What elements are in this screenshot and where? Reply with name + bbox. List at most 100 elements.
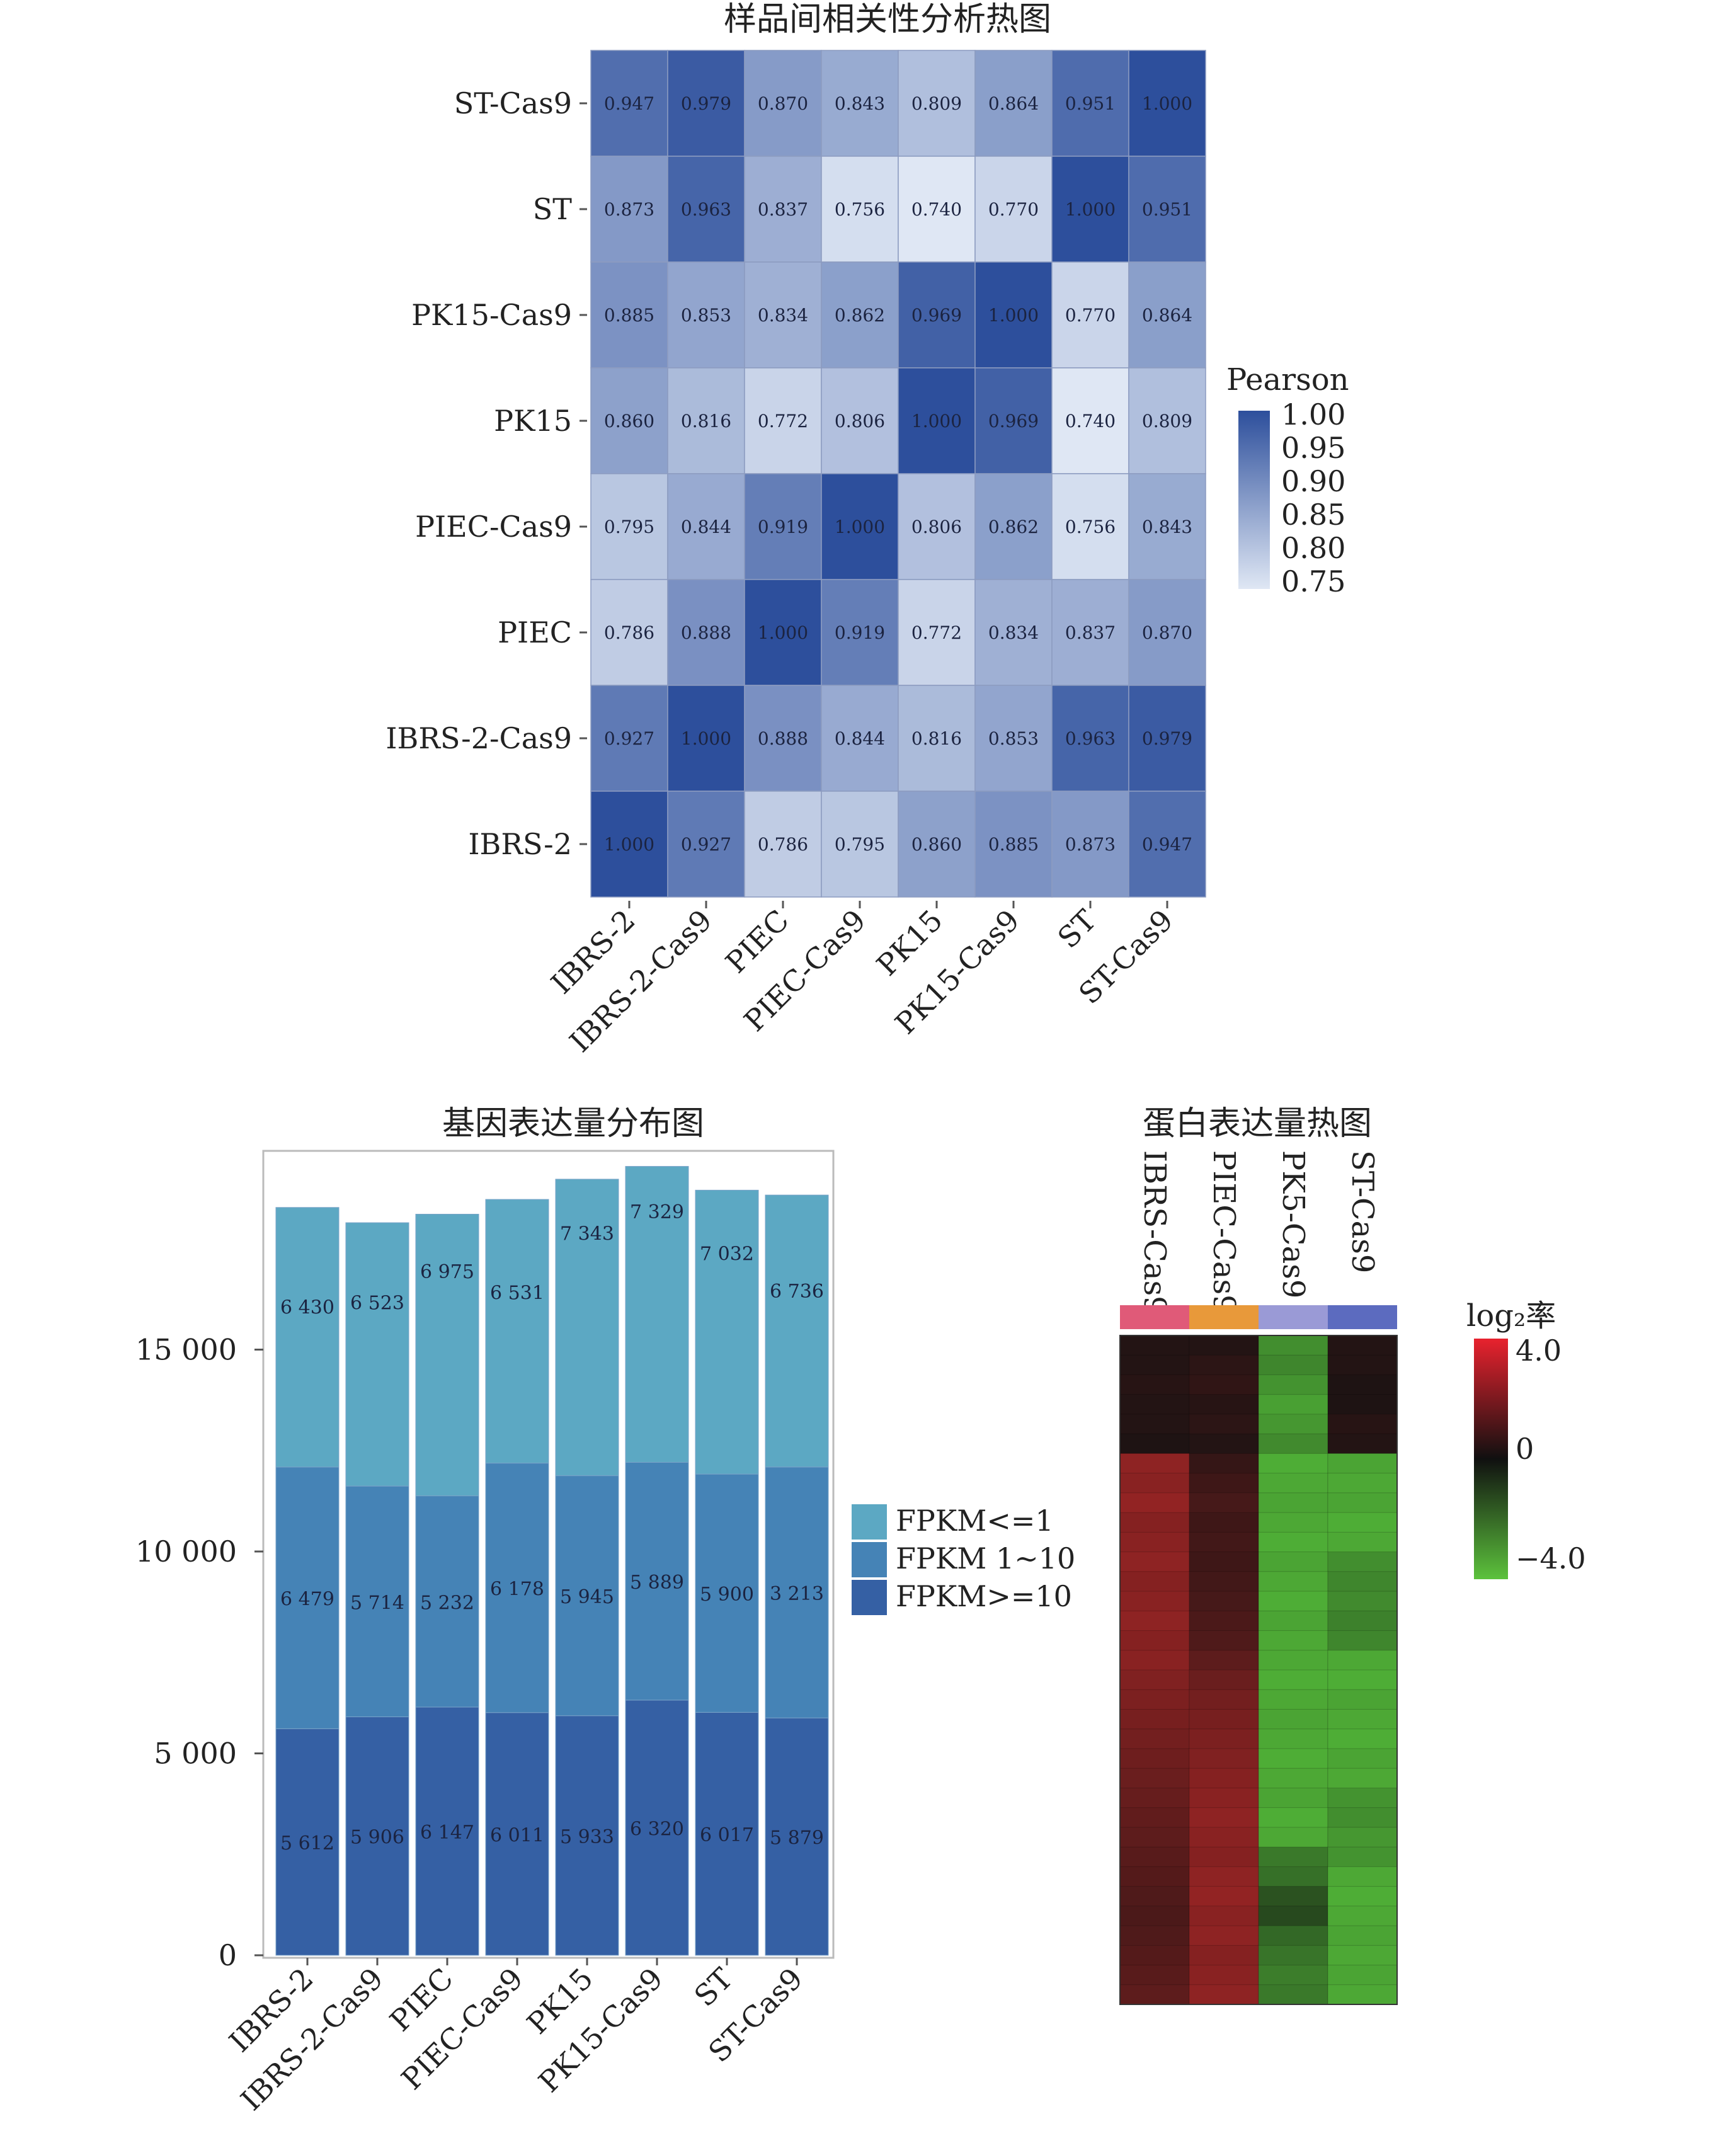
correlation-cell [1128, 791, 1206, 898]
protein-cell [1119, 1708, 1190, 1730]
protein-cell [1189, 1827, 1259, 1848]
bar-segment [625, 1166, 689, 1463]
protein-cell [1189, 1414, 1259, 1435]
correlation-cell-value: 0.927 [604, 728, 654, 749]
protein-cell [1119, 1807, 1190, 1828]
protein-cell [1258, 1748, 1328, 1769]
protein-cell [1327, 1965, 1398, 1986]
protein-cell [1258, 1453, 1328, 1474]
correlation-cell [1128, 685, 1206, 792]
protein-cell [1258, 1531, 1328, 1553]
protein-cell [1119, 1827, 1190, 1848]
pearson-tick-label: 0.90 [1281, 464, 1345, 498]
correlation-cell [744, 791, 822, 898]
correlation-cell-value: 0.806 [911, 517, 962, 537]
bar-data-label: 6 320 [630, 1818, 684, 1840]
correlation-cell-value: 0.870 [1142, 622, 1192, 643]
protein-heatmap-cells [1119, 1335, 1398, 2005]
correlation-cell-value: 0.862 [988, 517, 1039, 537]
protein-cell [1327, 1650, 1398, 1671]
correlation-cell-value: 0.947 [604, 93, 654, 114]
protein-cell [1189, 1708, 1259, 1730]
protein-cell [1258, 1571, 1328, 1592]
bar-data-label: 5 879 [770, 1827, 824, 1849]
correlation-cell-value: 0.809 [1142, 411, 1192, 431]
bar-data-label: 5 900 [700, 1584, 754, 1606]
correlation-cell [744, 473, 822, 580]
correlation-cell-value: 0.969 [988, 411, 1039, 431]
correlation-cell [667, 261, 745, 369]
correlation-cell-value: 0.837 [758, 199, 808, 220]
protein-heatmap-column-labels: IBRS-Cas9 PIEC-Cas9 PK5-Cas9 ST-Cas9 [1137, 1150, 1380, 1315]
protein-cell [1258, 1925, 1328, 1946]
protein-cell [1189, 1807, 1259, 1828]
protein-cell [1119, 1610, 1190, 1632]
bar-data-label: 5 933 [560, 1826, 614, 1848]
correlation-cell [744, 367, 822, 474]
correlation-cell-value: 0.864 [988, 93, 1039, 114]
protein-cell [1119, 1335, 1190, 1356]
protein-cell [1189, 1492, 1259, 1514]
correlation-cell-value: 1.000 [1142, 93, 1192, 114]
bar-segment [555, 1715, 619, 1956]
protein-cell [1189, 1473, 1259, 1494]
correlation-cell-value: 0.795 [604, 517, 654, 537]
protein-cell [1258, 1394, 1328, 1415]
row-label: ST-Cas9 [454, 86, 572, 120]
protein-cell [1119, 1591, 1190, 1612]
correlation-cell-value: 0.853 [681, 305, 731, 326]
bar-data-label: 6 479 [280, 1589, 334, 1611]
protein-cell [1258, 1669, 1328, 1691]
protein-cell [1258, 1965, 1328, 1986]
group-color-block [1120, 1305, 1189, 1329]
bar-chart-plot-area [262, 1150, 835, 1959]
bar-data-label: 5 232 [420, 1592, 474, 1614]
protein-cell [1189, 1552, 1259, 1572]
bar-data-label: 6 975 [420, 1261, 474, 1283]
protein-cell [1189, 1374, 1259, 1395]
protein-cell [1189, 1630, 1259, 1651]
correlation-cell [1128, 50, 1206, 157]
correlation-cell-value: 0.786 [758, 834, 808, 855]
protein-cell [1258, 1708, 1328, 1730]
protein-cell [1327, 1354, 1398, 1376]
bar-segment [485, 1712, 549, 1956]
correlation-cell-value: 0.885 [604, 305, 654, 326]
protein-cell [1327, 1591, 1398, 1612]
protein-cell [1119, 1571, 1190, 1592]
protein-cell [1327, 1630, 1398, 1651]
correlation-cell-value: 0.969 [911, 305, 962, 326]
protein-cell [1119, 1630, 1190, 1651]
protein-cell [1327, 1453, 1398, 1474]
protein-cell [1327, 1374, 1398, 1395]
correlation-cell-value: 0.843 [1142, 517, 1192, 537]
protein-cell [1258, 1827, 1328, 1848]
correlation-cell-value: 0.873 [604, 199, 654, 220]
correlation-cell-value: 1.000 [835, 517, 885, 537]
correlation-cell [821, 50, 899, 157]
protein-cell [1119, 1787, 1190, 1809]
correlation-cell-value: 0.979 [681, 93, 731, 114]
protein-cell [1189, 1906, 1259, 1927]
row-label: PK15-Cas9 [411, 298, 572, 332]
bar-segment [345, 1485, 409, 1717]
correlation-cell [898, 156, 976, 263]
correlation-cell-value: 0.843 [835, 93, 885, 114]
protein-cell [1327, 1748, 1398, 1769]
correlation-heatmap: 样品间相关性分析热图 0.947 0.979 0.870 0.843 0.809 0.86… [385, 1, 1349, 1059]
correlation-cell-value: 0.885 [988, 834, 1039, 855]
group-color-block [1189, 1305, 1259, 1329]
bar-data-label: 6 736 [770, 1281, 824, 1303]
protein-column-label: ST-Cas9 [1345, 1150, 1380, 1273]
correlation-cell [1051, 156, 1129, 263]
pearson-legend-title: Pearson [1226, 362, 1349, 397]
protein-cell [1258, 1552, 1328, 1572]
protein-cell [1119, 1492, 1190, 1514]
correlation-cell [821, 156, 899, 263]
legend-swatch [852, 1504, 887, 1540]
protein-cell [1119, 1453, 1190, 1474]
bar-segment [415, 1214, 479, 1497]
protein-cell [1119, 1965, 1190, 1986]
protein-cell [1258, 1630, 1328, 1651]
